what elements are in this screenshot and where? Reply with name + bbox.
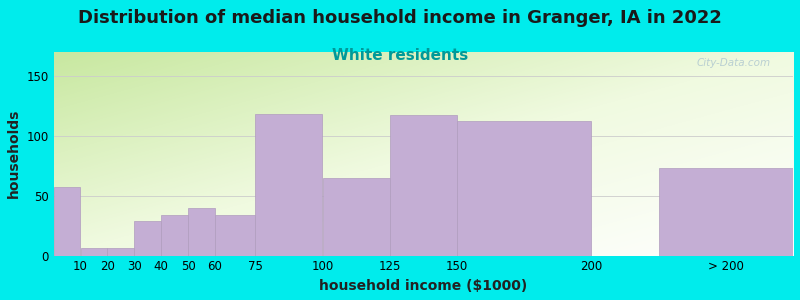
Text: White residents: White residents (332, 48, 468, 63)
Bar (134, 221, 161, 256)
Bar (390, 115, 457, 256)
Bar (188, 208, 215, 256)
Bar (54, 187, 81, 256)
Bar (322, 178, 390, 256)
Bar (162, 215, 188, 256)
Bar (81, 248, 107, 256)
Bar (255, 114, 322, 256)
Bar (215, 215, 255, 256)
Text: Distribution of median household income in Granger, IA in 2022: Distribution of median household income … (78, 9, 722, 27)
Bar (659, 168, 793, 256)
Y-axis label: households: households (7, 109, 21, 198)
Bar (107, 248, 134, 256)
X-axis label: household income ($1000): household income ($1000) (319, 279, 527, 293)
Text: City-Data.com: City-Data.com (697, 58, 771, 68)
Bar (458, 121, 591, 256)
